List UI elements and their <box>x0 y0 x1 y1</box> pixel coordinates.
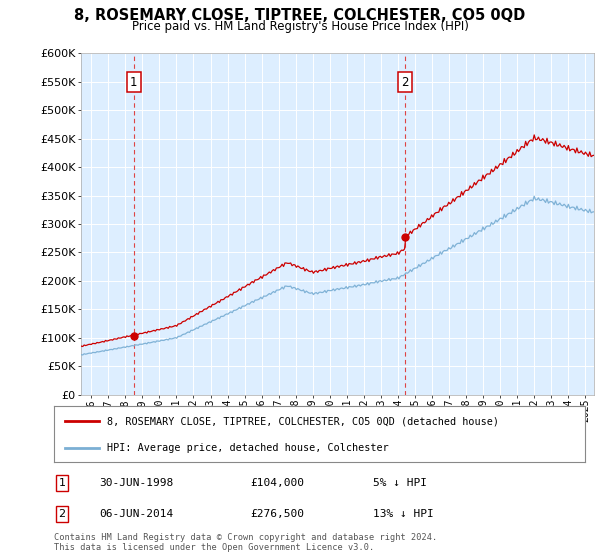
Text: 1: 1 <box>130 76 137 88</box>
Text: £276,500: £276,500 <box>250 509 304 519</box>
Text: 8, ROSEMARY CLOSE, TIPTREE, COLCHESTER, CO5 0QD: 8, ROSEMARY CLOSE, TIPTREE, COLCHESTER, … <box>74 8 526 24</box>
Text: 13% ↓ HPI: 13% ↓ HPI <box>373 509 433 519</box>
Text: 1: 1 <box>58 478 65 488</box>
Text: Contains HM Land Registry data © Crown copyright and database right 2024.: Contains HM Land Registry data © Crown c… <box>54 533 437 542</box>
Text: HPI: Average price, detached house, Colchester: HPI: Average price, detached house, Colc… <box>107 443 389 453</box>
Text: 2: 2 <box>401 76 409 88</box>
Text: 8, ROSEMARY CLOSE, TIPTREE, COLCHESTER, CO5 0QD (detached house): 8, ROSEMARY CLOSE, TIPTREE, COLCHESTER, … <box>107 416 499 426</box>
Text: Price paid vs. HM Land Registry's House Price Index (HPI): Price paid vs. HM Land Registry's House … <box>131 20 469 32</box>
Text: 5% ↓ HPI: 5% ↓ HPI <box>373 478 427 488</box>
Text: £104,000: £104,000 <box>250 478 304 488</box>
Text: 06-JUN-2014: 06-JUN-2014 <box>99 509 173 519</box>
Text: 2: 2 <box>58 509 65 519</box>
Text: 30-JUN-1998: 30-JUN-1998 <box>99 478 173 488</box>
Text: This data is licensed under the Open Government Licence v3.0.: This data is licensed under the Open Gov… <box>54 543 374 552</box>
